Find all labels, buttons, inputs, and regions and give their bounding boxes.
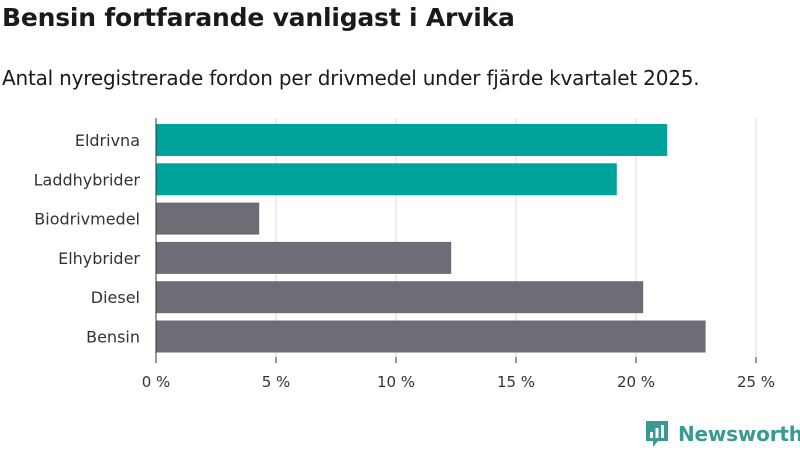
x-tick-label: 15 % (497, 373, 535, 391)
chart-title: Bensin fortfarande vanligast i Arvika (2, 3, 515, 32)
bar (156, 124, 668, 156)
newsworthy-icon (646, 421, 668, 447)
bars (156, 124, 706, 353)
category-label: Bensin (86, 328, 140, 347)
x-tick-label: 5 % (262, 373, 291, 391)
bar (156, 163, 617, 196)
category-label: Elhybrider (58, 249, 140, 268)
x-tick-label: 10 % (377, 373, 415, 391)
x-axis: 0 % 5 % 10 % 15 % 20 % 25 % (142, 118, 775, 391)
x-tick-label: 0 % (142, 373, 171, 391)
bar (156, 281, 644, 314)
category-label: Diesel (91, 288, 140, 307)
bar (156, 241, 452, 274)
category-label: Eldrivna (75, 131, 140, 150)
category-labels: Eldrivna Laddhybrider Biodrivmedel Elhybrid… (34, 131, 141, 347)
bar (156, 202, 260, 235)
chart-subtitle: Antal nyregistrerade fordon per drivmede… (2, 66, 700, 90)
category-label: Biodrivmedel (34, 210, 140, 229)
brand-name: Newsworthy (678, 422, 800, 446)
gridlines (275, 118, 757, 357)
x-tick-label: 25 % (737, 373, 775, 391)
bar (156, 320, 706, 353)
newsworthy-logo: Newsworthy (644, 419, 800, 449)
x-tick-label: 20 % (617, 373, 655, 391)
category-label: Laddhybrider (34, 170, 141, 189)
